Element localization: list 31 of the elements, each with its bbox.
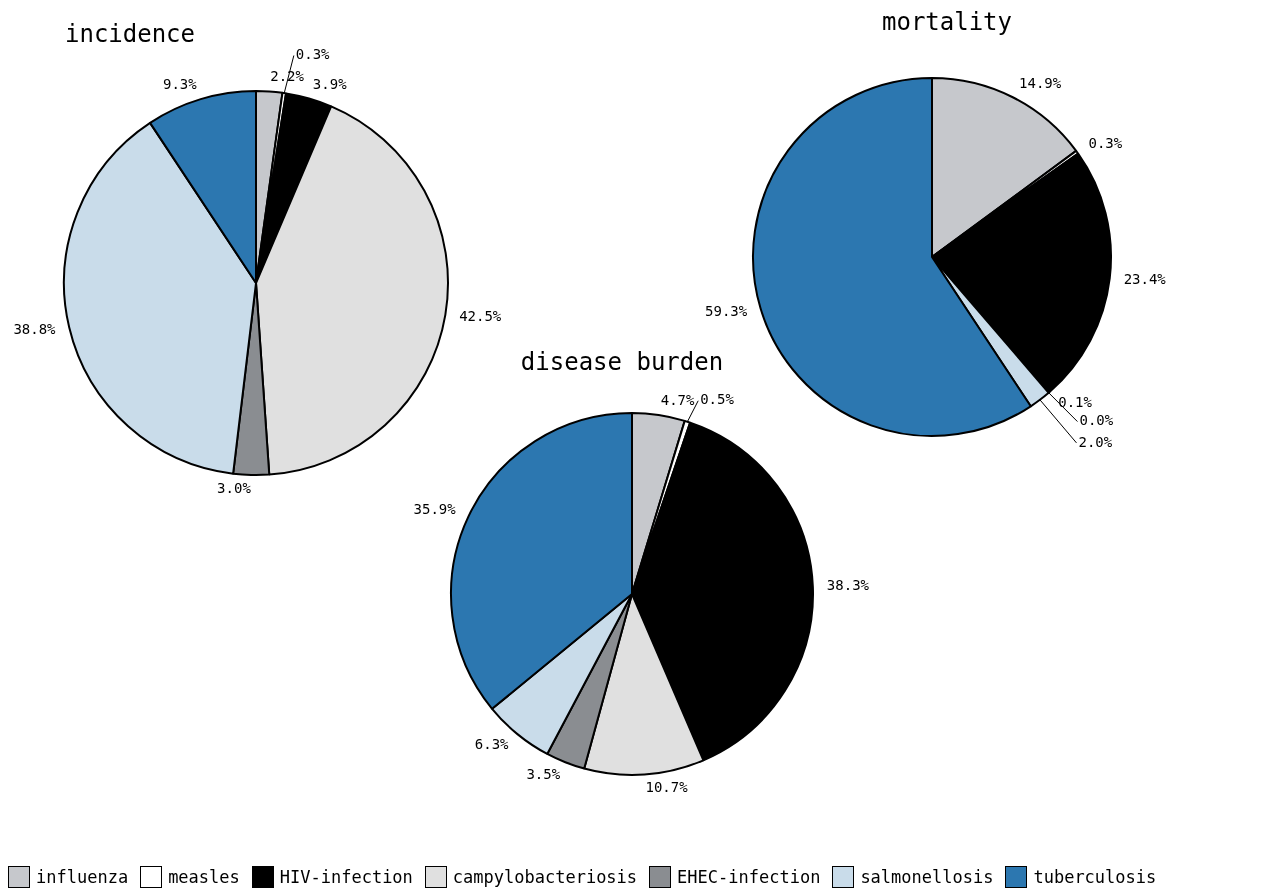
legend-label: influenza [36,867,129,887]
data-label: 0.3% [1088,134,1123,151]
data-label: 3.9% [312,75,348,92]
data-label: 3.0% [217,479,252,496]
data-label: 3.5% [526,765,561,782]
legend-label: salmonellosis [860,867,994,887]
data-label: 2.0% [1078,433,1113,450]
data-label: 42.5% [459,307,502,324]
data-label: 38.3% [826,576,870,593]
text: 0.0% [1079,412,1114,429]
data-label: 0.5% [700,391,735,408]
legend-label: tuberculosis [1033,867,1157,887]
data-label: 2.2% [270,68,305,85]
chart-title: disease burden [520,348,724,376]
data-label: 4.7% [660,391,695,408]
legend-label: measles [168,867,240,887]
data-label: 0.1% [1058,393,1093,410]
legend-label: HIV-infection [279,867,413,887]
data-label: 35.9% [413,501,457,518]
data-label: 6.3% [474,735,510,752]
legend-label: EHEC-infection [677,867,821,887]
data-label: 14.9% [1019,75,1062,92]
data-label: 59.3% [705,303,748,320]
data-label: 10.7% [645,779,689,796]
data-label: 23.4% [1123,270,1167,287]
data-label: 0.3% [295,46,331,63]
legend-label: campylobacteriosis [452,867,638,887]
data-label: 38.8% [13,321,57,338]
data-label: 9.3% [162,76,198,93]
chart-title: mortality [881,8,1013,36]
chart-title: incidence [64,20,196,48]
